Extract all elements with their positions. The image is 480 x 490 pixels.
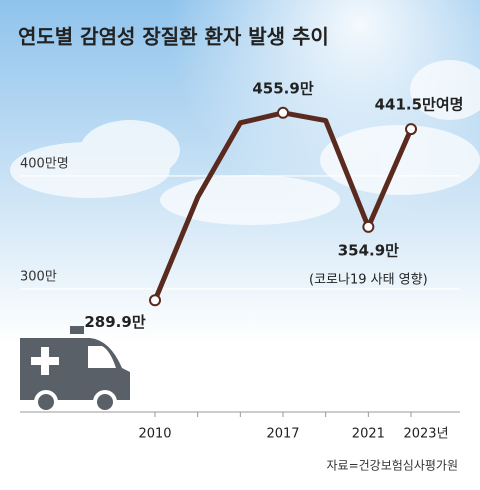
x-tick-label: 2021 bbox=[352, 427, 385, 442]
value-label: 354.9만 bbox=[338, 241, 399, 259]
value-label: 289.9만 bbox=[84, 313, 145, 331]
x-tick-label: 2010 bbox=[138, 427, 171, 442]
source: 자료=건강보험심사평가원 bbox=[327, 459, 459, 473]
point bbox=[362, 220, 375, 233]
chart-title: 연도별 감염성 장질환 환자 발생 추이 bbox=[18, 25, 329, 49]
value-label: 441.5만여명 bbox=[375, 96, 464, 114]
ambulance-icon bbox=[20, 326, 130, 414]
y-tick-label: 400만명 bbox=[20, 156, 69, 171]
point bbox=[405, 123, 418, 136]
y-tick-label: 300만 bbox=[20, 269, 57, 284]
point bbox=[149, 294, 161, 307]
point bbox=[277, 106, 290, 119]
x-tick-label: 2023년 bbox=[403, 427, 448, 442]
annotation: (코로나19 사태 영향) bbox=[309, 273, 428, 288]
value-label: 455.9만 bbox=[252, 79, 313, 97]
x-tick-label: 2017 bbox=[266, 427, 299, 442]
